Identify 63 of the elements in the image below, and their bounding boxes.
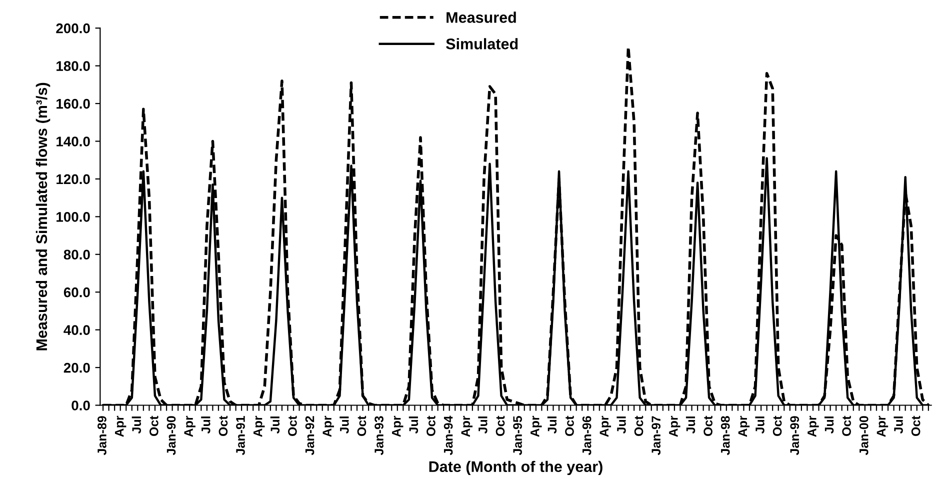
x-tick-label: Apr [114,416,126,437]
x-tick-label: Apr [600,416,612,437]
x-tick-label: Apr [738,416,750,437]
x-tick-label: Oct [842,416,851,436]
x-tick-label: Oct [357,416,366,436]
y-tick-label: 120.0 [56,174,90,184]
x-tick-label: Oct [218,416,228,436]
y-tick-label: 60.0 [64,287,90,298]
x-tick-label: Oct [911,416,920,436]
x-tick-label: Jul [547,416,557,434]
x-tick-label: Apr [322,416,334,437]
x-tick-label: Jul [824,416,834,434]
x-tick-label: Jan-93 [374,416,384,456]
x-tick-label: Apr [530,416,542,437]
y-tick-label: 0.0 [72,400,90,410]
legend-label: Simulated [446,38,518,50]
x-tick-label: Jan-00 [859,416,868,456]
x-tick-label: Oct [288,416,297,436]
x-tick-label: Oct [565,416,574,436]
x-tick-label: Jul [132,416,142,434]
x-tick-label: Jul [616,416,626,434]
x-tick-label: Oct [704,416,712,436]
x-tick-label: Jul [686,416,696,434]
x-tick-label: Oct [426,416,436,436]
x-axis-title: Date (Month of the year) [429,460,602,476]
x-tick-label: Apr [461,416,472,437]
x-tick-label: Oct [772,416,782,436]
x-tick-label: Jul [755,416,764,434]
x-tick-label: Jan-98 [720,416,730,456]
x-tick-label: Oct [149,416,158,436]
y-tick-label: 80.0 [64,250,90,260]
x-tick-label: Oct [634,416,644,436]
x-tick-label: Apr [876,416,888,437]
x-tick-label: Jan-99 [790,416,800,456]
x-tick-label: Apr [254,416,265,437]
x-tick-label: Jan-92 [305,416,314,456]
x-tick-label: Apr [808,416,819,437]
x-tick-label: Jan-94 [444,416,453,456]
x-tick-label: Jul [201,416,210,434]
y-tick-label: 20.0 [64,362,90,373]
x-tick-label: Jul [478,416,488,434]
x-tick-label: Jan-89 [98,416,106,456]
x-tick-label: Jan-96 [582,416,592,456]
x-tick-label: Apr [184,416,196,437]
x-tick-label: Jan-91 [236,416,245,456]
x-tick-label: Jul [894,416,903,434]
y-axis-title: Measured and Simulated flows (m³/s) [36,82,50,350]
x-tick-label: Jul [340,416,349,434]
y-tick-label: 100.0 [56,212,90,222]
x-tick-label: Jan-97 [652,416,661,456]
x-tick-label: Jan-95 [513,416,522,456]
x-tick-label: Jul [408,416,418,434]
legend-label: Measured [446,12,516,23]
x-tick-label: Apr [669,416,680,437]
y-tick-label: 160.0 [56,98,90,109]
y-tick-label: 140.0 [56,136,90,146]
x-tick-label: Jul [270,416,280,434]
y-tick-label: 200.0 [56,23,90,34]
y-tick-label: 40.0 [64,325,90,335]
x-tick-label: Jan-90 [166,416,176,456]
x-tick-label: Oct [496,416,505,436]
x-tick-label: Apr [392,416,404,437]
y-tick-label: 180.0 [56,61,90,71]
